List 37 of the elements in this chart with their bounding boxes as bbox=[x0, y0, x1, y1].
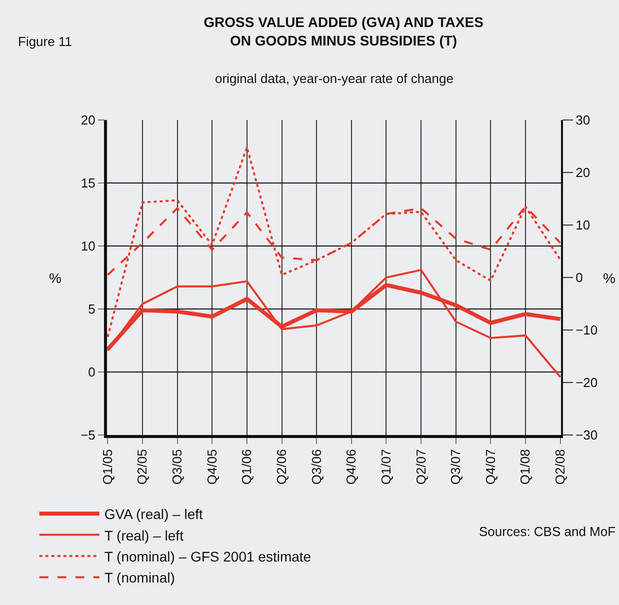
legend-label: T (real) – left bbox=[104, 527, 184, 544]
y-tick-label: 0 bbox=[88, 364, 96, 380]
x-tick-label: Q1/08 bbox=[518, 449, 533, 485]
y-tick-label: −5 bbox=[80, 428, 96, 443]
y2-tick-label: −10 bbox=[576, 322, 598, 338]
y2-tick-label: 10 bbox=[576, 218, 590, 233]
x-tick-label: Q1/06 bbox=[239, 449, 254, 485]
caption: Figure 11 bbox=[18, 34, 72, 49]
y2-tick-label: 30 bbox=[576, 112, 590, 128]
y2-axis-title: % bbox=[603, 270, 616, 286]
y2-tick-label: −30 bbox=[576, 428, 598, 443]
x-tick-label: Q3/06 bbox=[308, 449, 324, 485]
chart-subtitle: original data, year-on-year rate of change bbox=[215, 71, 454, 86]
y-tick-label: 15 bbox=[80, 176, 96, 191]
legend-label: GVA (real) – left bbox=[104, 506, 204, 522]
y-axis-title: % bbox=[49, 270, 62, 286]
y-tick-label: 10 bbox=[80, 238, 96, 254]
x-tick-label: Q2/05 bbox=[134, 449, 150, 485]
x-tick-label: Q2/06 bbox=[274, 449, 290, 485]
x-tick-label: Q1/07 bbox=[378, 449, 394, 485]
x-tick-label: Q3/05 bbox=[170, 449, 185, 485]
x-tick-label: Q4/05 bbox=[204, 449, 220, 485]
source-note: Sources: CBS and MoF bbox=[479, 524, 616, 539]
x-tick-label: Q1/05 bbox=[100, 449, 115, 485]
x-tick-label: Q4/07 bbox=[482, 449, 498, 485]
chart-title: GROSS VALUE ADDED (GVA) AND TAXES ON GOODS MINUS SUBSIDIES (T) bbox=[204, 14, 484, 48]
x-tick-label: Q4/06 bbox=[344, 449, 359, 485]
x-tick-label: Q3/07 bbox=[448, 449, 464, 485]
x-tick-label: Q2/07 bbox=[413, 449, 428, 485]
y2-tick-label: −20 bbox=[576, 375, 598, 390]
y-tick-label: 5 bbox=[88, 302, 96, 317]
y2-tick-label: 0 bbox=[576, 270, 583, 286]
y2-tick-label: 20 bbox=[576, 165, 590, 180]
legend-label: T (nominal) – GFS 2001 estimate bbox=[104, 548, 312, 564]
x-tick-label: Q2/08 bbox=[552, 449, 568, 485]
legend-label: T (nominal) bbox=[104, 570, 175, 586]
y-tick-label: 20 bbox=[80, 112, 96, 128]
